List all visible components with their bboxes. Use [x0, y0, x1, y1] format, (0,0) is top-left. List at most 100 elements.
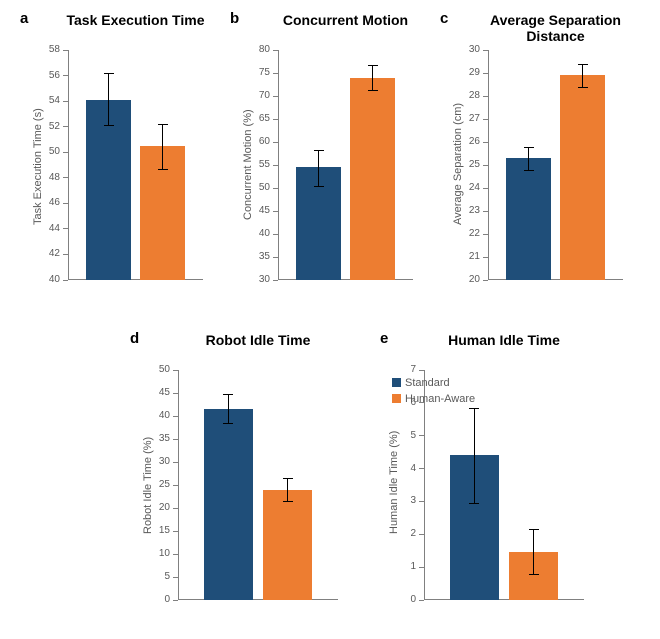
error-cap-bottom	[469, 503, 479, 504]
ytick-label: 10	[148, 548, 170, 559]
bar-d-standard	[204, 409, 254, 600]
ytick-mark	[483, 211, 488, 212]
ytick-mark	[173, 370, 178, 371]
ylabel-e: Human Idle Time (%)	[388, 431, 400, 534]
error-cap-bottom	[368, 90, 378, 91]
error-cap-top	[314, 150, 324, 151]
bar-a-standard	[86, 100, 132, 280]
ytick-label: 30	[458, 44, 480, 55]
ytick-mark	[173, 416, 178, 417]
panel-label-e: e	[380, 330, 388, 347]
ytick-mark	[483, 280, 488, 281]
ytick-label: 58	[38, 44, 60, 55]
ytick-mark	[483, 234, 488, 235]
plot-area-d	[178, 370, 338, 600]
ylabel-a: Task Execution Time (s)	[32, 108, 44, 225]
ytick-label: 40	[38, 274, 60, 285]
ytick-mark	[273, 234, 278, 235]
ytick-mark	[273, 50, 278, 51]
ytick-label: 80	[248, 44, 270, 55]
ytick-label: 0	[394, 594, 416, 605]
ytick-mark	[483, 96, 488, 97]
ytick-label: 50	[148, 364, 170, 375]
ytick-mark	[419, 600, 424, 601]
ytick-mark	[483, 188, 488, 189]
ytick-label: 75	[248, 67, 270, 78]
ytick-mark	[173, 439, 178, 440]
error-cap-top	[283, 478, 293, 479]
ytick-mark	[63, 126, 68, 127]
ytick-mark	[173, 554, 178, 555]
ytick-label: 22	[458, 228, 480, 239]
error-bar	[372, 65, 373, 91]
ytick-label: 29	[458, 67, 480, 78]
panel-title-a: Task Execution Time	[48, 12, 223, 28]
ytick-mark	[273, 165, 278, 166]
ytick-mark	[63, 228, 68, 229]
ytick-mark	[419, 468, 424, 469]
panel-title-b: Concurrent Motion	[258, 12, 433, 28]
ytick-label: 5	[148, 571, 170, 582]
ytick-label: 70	[248, 90, 270, 101]
error-cap-top	[158, 124, 168, 125]
ylabel-c: Average Separation (cm)	[452, 103, 464, 225]
figure: aTask Execution Time40424446485052545658…	[0, 0, 660, 639]
ytick-mark	[63, 280, 68, 281]
error-bar	[318, 150, 319, 186]
ytick-mark	[173, 600, 178, 601]
error-bar	[162, 124, 163, 169]
ytick-mark	[173, 462, 178, 463]
error-cap-bottom	[283, 501, 293, 502]
ytick-mark	[63, 254, 68, 255]
ytick-mark	[419, 501, 424, 502]
ytick-mark	[419, 534, 424, 535]
panel-label-c: c	[440, 10, 448, 27]
ytick-mark	[483, 50, 488, 51]
error-cap-top	[524, 147, 534, 148]
error-cap-bottom	[578, 87, 588, 88]
ytick-mark	[273, 96, 278, 97]
ytick-label: 35	[248, 251, 270, 262]
bar-b-human-aware	[350, 78, 396, 280]
ytick-mark	[173, 485, 178, 486]
ytick-mark	[483, 142, 488, 143]
ytick-label: 0	[148, 594, 170, 605]
ytick-label: 42	[38, 248, 60, 259]
error-cap-top	[104, 73, 114, 74]
error-bar	[528, 147, 529, 170]
error-cap-top	[529, 529, 539, 530]
ytick-label: 21	[458, 251, 480, 262]
error-cap-bottom	[314, 186, 324, 187]
error-cap-top	[368, 65, 378, 66]
ytick-label: 40	[148, 410, 170, 421]
error-bar	[287, 478, 288, 501]
legend-swatch-human-aware	[392, 394, 401, 403]
ylabel-b: Concurrent Motion (%)	[242, 109, 254, 220]
panel-label-a: a	[20, 10, 28, 27]
ytick-mark	[63, 203, 68, 204]
ytick-mark	[173, 531, 178, 532]
legend-label-standard: Standard	[405, 377, 450, 389]
legend-label-human-aware: Human-Aware	[405, 393, 475, 405]
ytick-mark	[273, 211, 278, 212]
ytick-mark	[63, 75, 68, 76]
ytick-label: 40	[248, 228, 270, 239]
ytick-mark	[483, 73, 488, 74]
error-bar	[474, 408, 475, 503]
ytick-label: 45	[148, 387, 170, 398]
ytick-mark	[63, 50, 68, 51]
bar-c-standard	[506, 158, 552, 280]
bar-d-human-aware	[263, 490, 313, 600]
ytick-mark	[419, 435, 424, 436]
bar-c-human-aware	[560, 75, 606, 280]
ylabel-d: Robot Idle Time (%)	[142, 437, 154, 534]
error-bar	[228, 394, 229, 423]
error-cap-top	[578, 64, 588, 65]
ytick-mark	[273, 119, 278, 120]
panel-title-c: Average Separation Distance	[468, 12, 643, 44]
ytick-label: 20	[458, 274, 480, 285]
ytick-label: 56	[38, 70, 60, 81]
ytick-mark	[173, 508, 178, 509]
error-bar	[108, 73, 109, 125]
error-cap-top	[223, 394, 233, 395]
